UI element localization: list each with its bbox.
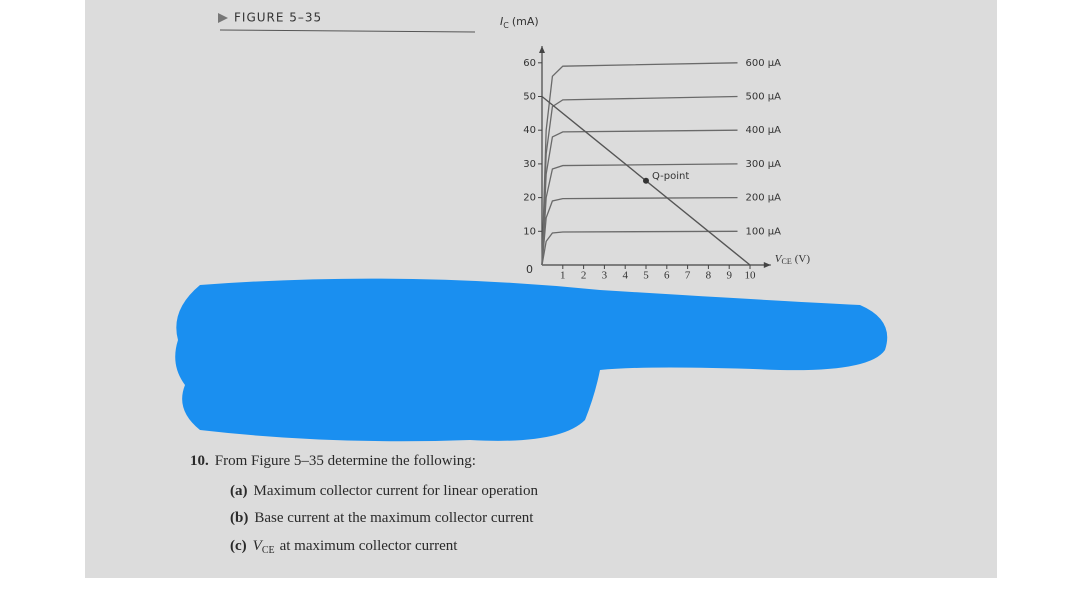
x-tick-label: 5: [643, 270, 649, 282]
redaction: [175, 278, 888, 442]
curve-label: 400 µA: [746, 125, 782, 136]
item-symbol: V: [253, 538, 264, 554]
x-arrow: [763, 262, 771, 268]
x-tick-label: 10: [745, 270, 757, 282]
curve: [541, 163, 738, 266]
x-tick-label: 6: [664, 270, 670, 282]
chart: 0 IC (mA) VCE (V) 10 20 30 40 50 60 1 2 3 4 5 6 7 8 9 10 600 …: [500, 15, 810, 282]
x-tick-label: 7: [685, 270, 691, 282]
curve-label: 100 µA: [746, 226, 782, 237]
x-tick-label: 9: [726, 270, 732, 282]
x-label-unit: (V): [795, 253, 811, 265]
x-label-main: V: [775, 253, 783, 265]
q-point: [643, 177, 649, 184]
y-arrow: [539, 45, 545, 53]
curve-label: 600 µA: [746, 58, 782, 69]
origin-label: 0: [526, 263, 533, 276]
x-tick-label: 3: [602, 270, 608, 282]
x-label-sub: CE: [782, 257, 792, 266]
curve: [541, 230, 738, 266]
item-label: (b): [230, 510, 248, 526]
y-tick-label: 10: [523, 226, 536, 237]
curve: [541, 196, 738, 266]
rule: [219, 29, 476, 33]
y-label-main: I: [500, 15, 503, 28]
curve-label: 500 µA: [746, 92, 782, 103]
item: (b) Base current at the maximum collector…: [230, 510, 534, 526]
y-label-sub: C: [503, 21, 509, 30]
figure-arrow: [218, 13, 228, 23]
item: (c) VCE at maximum collector current: [230, 538, 458, 556]
y-tick-label: 60: [523, 58, 536, 69]
item: (a) Maximum collector current for linear …: [230, 483, 538, 499]
x-tick-label: 2: [581, 270, 587, 282]
y-tick-label: 50: [523, 92, 536, 103]
item-subscript: CE: [262, 545, 275, 556]
item-text: at maximum collector current: [280, 538, 459, 554]
curve-label: 200 µA: [746, 193, 782, 204]
y-axis-label: IC (mA): [500, 15, 539, 30]
y-tick-label: 20: [523, 193, 536, 204]
question-text: From Figure 5–35 determine the following…: [215, 453, 476, 469]
item-label: (c): [230, 538, 247, 554]
x-axis-label: VCE (V): [775, 253, 811, 266]
x-tick-label: 8: [706, 270, 712, 282]
y-tick-label: 30: [523, 159, 536, 170]
question: 10. From Figure 5–35 determine the follow…: [190, 453, 476, 469]
curve-label: 300 µA: [746, 159, 782, 170]
item-text: Maximum collector current for linear ope…: [254, 483, 539, 499]
y-tick-label: 40: [523, 125, 536, 136]
item-text: Base current at the maximum collector cu…: [254, 510, 534, 526]
curve: [541, 129, 738, 266]
x-tick-label: 1: [560, 270, 566, 282]
item-label: (a): [230, 483, 248, 499]
x-tick-label: 4: [622, 270, 628, 282]
figure-label: FIGURE 5–35: [234, 11, 322, 25]
question-number: 10.: [190, 453, 209, 469]
q-point-label: Q-point: [652, 171, 689, 182]
y-label-unit: (mA): [512, 15, 539, 28]
